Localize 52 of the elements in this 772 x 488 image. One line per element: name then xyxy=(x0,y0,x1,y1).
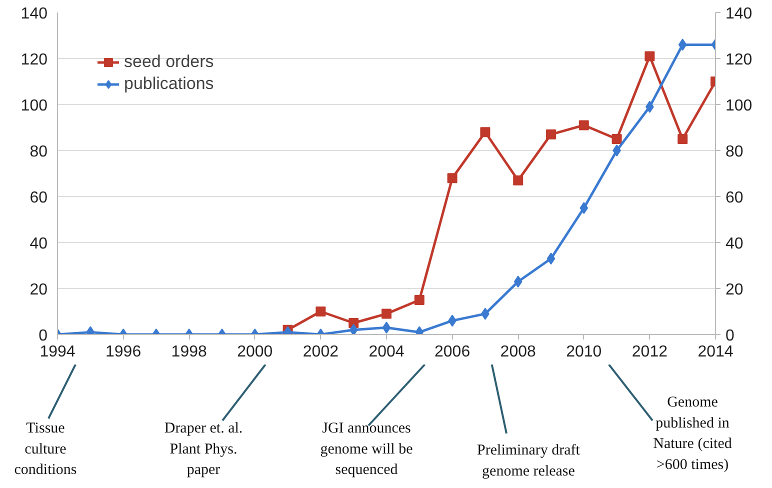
x-tick-label: 2004 xyxy=(368,344,404,360)
point xyxy=(447,173,458,184)
x-tick-label: 1994 xyxy=(40,344,76,360)
x-tick-label: 1996 xyxy=(106,344,142,360)
text: Draper et. al. Plant Phys. paper xyxy=(164,420,243,478)
x-tick-label: 2008 xyxy=(500,344,536,360)
y-tick-label: 0 xyxy=(38,328,48,344)
point xyxy=(644,51,655,62)
y2-tick-label: 120 xyxy=(726,52,752,68)
legend-label: publications xyxy=(124,74,214,94)
x-tick-label: 2006 xyxy=(434,344,470,360)
y2-tick-label: 60 xyxy=(726,190,744,206)
y-tick-label: 80 xyxy=(30,144,48,160)
x-tick-label: 2010 xyxy=(566,344,602,360)
y-tick-label: 100 xyxy=(20,98,48,114)
y2-tick-label: 80 xyxy=(726,144,744,160)
y-tick-label: 120 xyxy=(20,52,48,68)
y2-tick-label: 0 xyxy=(726,328,734,344)
point xyxy=(382,308,392,319)
point xyxy=(612,144,621,156)
point xyxy=(513,175,524,186)
point xyxy=(514,276,522,288)
text: Preliminary draft genome release xyxy=(477,442,581,480)
legend-label: seed orders xyxy=(124,52,214,72)
point xyxy=(480,127,490,138)
x-tick-label: 2014 xyxy=(698,344,734,360)
point xyxy=(580,202,588,214)
x-tick-label: 2002 xyxy=(302,344,339,360)
point xyxy=(382,322,391,334)
text: JGI announces genome will be sequenced xyxy=(320,420,414,478)
point xyxy=(578,120,589,130)
point xyxy=(546,129,556,140)
text: Genome published in Nature (cited >600 times) xyxy=(653,394,732,473)
point xyxy=(546,252,556,265)
y-tick-label: 20 xyxy=(30,282,48,298)
point xyxy=(612,134,622,144)
x-tick-label: 2012 xyxy=(632,344,668,360)
y2-tick-label: 140 xyxy=(726,6,752,22)
point xyxy=(349,324,358,334)
text: Tissue culture conditions xyxy=(14,420,77,478)
y-tick-label: 60 xyxy=(30,190,48,206)
x-tick-label: 1998 xyxy=(171,344,207,360)
y-tick-label: 40 xyxy=(30,236,48,252)
y2-tick-label: 40 xyxy=(726,236,744,252)
y2-tick-label: 20 xyxy=(726,282,744,298)
y-tick-label: 140 xyxy=(20,6,48,22)
point xyxy=(316,306,326,316)
point xyxy=(678,38,687,51)
x-tick-label: 2000 xyxy=(237,344,273,360)
point xyxy=(678,134,688,144)
point xyxy=(414,295,424,305)
y2-tick-label: 100 xyxy=(726,98,752,114)
